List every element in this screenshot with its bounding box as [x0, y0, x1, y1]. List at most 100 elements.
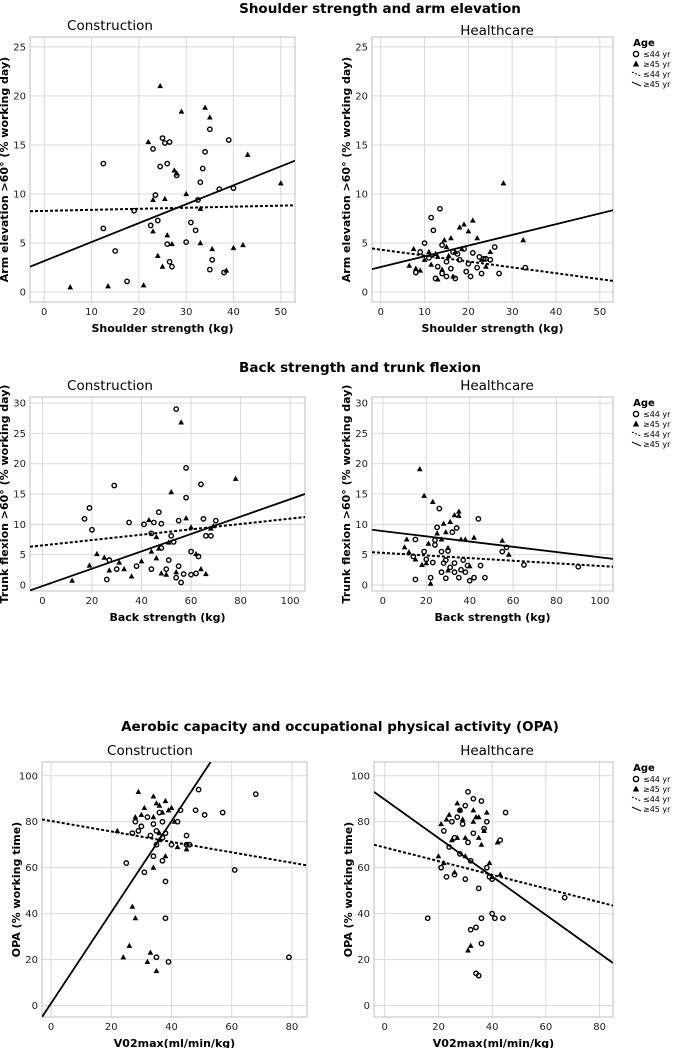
chart-panel-1: 0 5 10 15 20 25 0 10 20 30 40 50 Healthcare Shoulder … [340, 23, 614, 335]
point-le44 [141, 869, 148, 876]
point-le44 [434, 524, 441, 531]
y-tick-label: 40 [357, 909, 370, 920]
point-le44 [166, 258, 173, 265]
point-le44 [144, 814, 151, 821]
point-le44 [252, 791, 259, 798]
point-le44 [483, 864, 490, 871]
plot-marks [372, 180, 613, 282]
point-le44 [150, 821, 157, 827]
point-ge45 [171, 818, 178, 824]
legend-title: Age [633, 763, 655, 774]
point-ge45 [487, 248, 494, 255]
point-ge45 [169, 240, 175, 247]
point-ge45 [419, 561, 425, 568]
fit-line-ge45 [372, 528, 613, 560]
point-le44 [203, 532, 209, 539]
x-tick-label: 0 [39, 596, 45, 607]
section-title-shoulder: Shoulder strength and arm elevation [239, 1, 521, 17]
y-tick-label: 20 [355, 91, 368, 102]
plot-frame [371, 396, 614, 592]
point-le44 [477, 562, 484, 569]
point-le44 [164, 160, 171, 167]
point-le44 [206, 266, 213, 273]
point-ge45 [153, 555, 160, 561]
point-le44 [153, 954, 160, 961]
point-le44 [154, 217, 161, 224]
point-ge45 [440, 520, 447, 526]
point-le44 [451, 569, 458, 576]
plot-marks [30, 406, 305, 591]
point-le44 [195, 553, 202, 560]
point-ge45 [474, 235, 481, 241]
point-le44 [421, 548, 428, 555]
point-ge45 [445, 252, 452, 258]
point-ge45 [454, 834, 461, 840]
point-le44 [462, 876, 469, 883]
point-le44 [192, 227, 199, 234]
point-le44 [164, 241, 171, 247]
point-ge45 [178, 108, 185, 114]
plot-frame [29, 36, 296, 303]
point-ge45 [421, 492, 427, 498]
point-ge45 [154, 252, 161, 258]
y-tick-label: 100 [351, 771, 370, 782]
point-ge45 [148, 548, 155, 554]
point-ge45 [277, 180, 284, 186]
point-le44 [428, 214, 435, 221]
point-le44 [209, 256, 216, 263]
point-le44 [124, 278, 130, 285]
fit-line-le44 [42, 818, 307, 867]
point-ge45 [126, 942, 133, 948]
point-ge45 [232, 475, 239, 481]
point-ge45 [146, 516, 152, 523]
point-ge45 [451, 869, 458, 875]
legend-marker-triangle [632, 60, 640, 67]
point-le44 [449, 529, 456, 536]
point-le44 [483, 818, 490, 825]
plot-frame [371, 36, 614, 303]
x-tick-label: 30 [180, 307, 193, 318]
point-ge45 [481, 827, 487, 833]
legend-marker-solid-line [631, 806, 642, 812]
point-le44 [159, 135, 166, 141]
point-ge45 [435, 853, 442, 859]
point-ge45 [475, 814, 482, 820]
y-tick-label: 0 [32, 1001, 38, 1012]
point-le44 [147, 222, 154, 229]
x-tick-label: 0 [380, 596, 386, 607]
point-ge45 [403, 536, 410, 542]
x-tick-label: 80 [234, 596, 247, 607]
point-le44 [454, 814, 461, 821]
point-le44 [112, 248, 119, 254]
chart-panel-0: 0 5 10 15 20 25 0 10 20 30 40 50 Construction Shoulde… [0, 18, 296, 335]
point-ge45 [174, 843, 181, 850]
point-le44 [434, 263, 441, 270]
point-ge45 [434, 276, 441, 282]
point-ge45 [116, 559, 123, 565]
chart-panel-2: 0 5 10 15 20 25 30 0 20 40 60 80 100 Construction Back… [0, 378, 306, 624]
point-le44 [448, 818, 455, 825]
point-le44 [467, 926, 474, 933]
point-le44 [475, 972, 482, 979]
point-ge45 [465, 228, 472, 234]
legend-marker-dashed-line [631, 71, 642, 77]
point-le44 [141, 521, 147, 528]
point-ge45 [94, 550, 100, 557]
point-le44 [470, 830, 477, 837]
point-le44 [165, 958, 172, 965]
fit-line-ge45 [30, 159, 295, 268]
point-ge45 [462, 834, 469, 840]
panel-title: Construction [67, 378, 153, 394]
point-le44 [212, 517, 219, 524]
point-ge45 [183, 515, 189, 521]
point-le44 [81, 515, 88, 522]
point-le44 [442, 557, 449, 563]
point-le44 [150, 519, 157, 526]
y-tick-label: 20 [13, 459, 26, 470]
x-tick-label: 60 [185, 596, 198, 607]
point-le44 [440, 828, 447, 834]
x-tick-label: 0 [48, 1022, 54, 1033]
point-le44 [482, 574, 488, 581]
point-le44 [459, 821, 466, 827]
point-ge45 [451, 512, 458, 518]
